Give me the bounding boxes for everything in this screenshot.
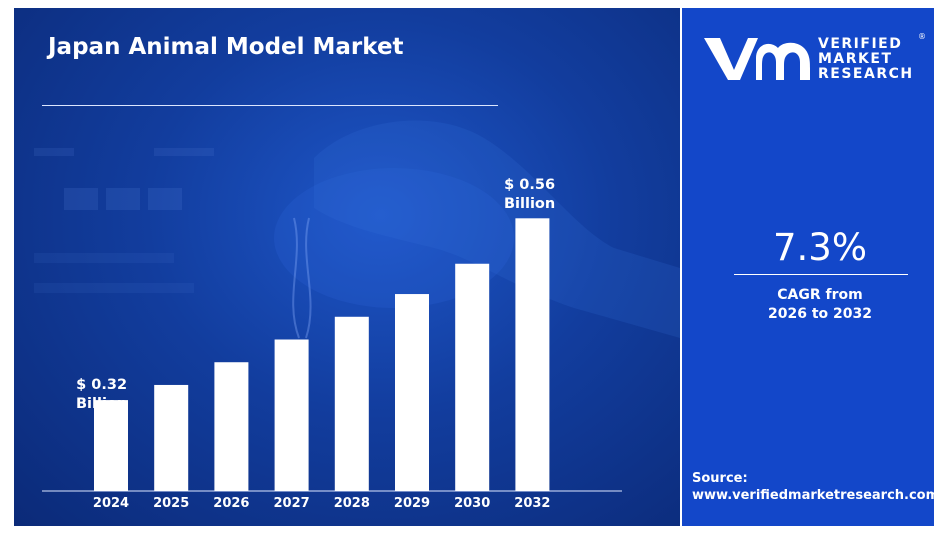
bar-2025 (154, 384, 189, 491)
x-tick-label-2027: 2027 (274, 496, 310, 511)
summary-panel: VERIFIED MARKET RESEARCH ® 7.3% CAGR fro… (682, 8, 934, 526)
x-tick-label-2024: 2024 (93, 496, 129, 511)
brand-name: VERIFIED MARKET RESEARCH (818, 37, 914, 82)
x-tick-label-2032: 2032 (514, 496, 550, 511)
cagr-divider (734, 274, 908, 275)
x-tick-label-2025: 2025 (153, 496, 189, 511)
bar-2026 (214, 362, 249, 491)
bar-2028 (334, 316, 369, 491)
infographic-frame: Japan Animal Model Market 2024 2025 2026 20… (14, 8, 934, 526)
last-value-unit: Billion (504, 196, 556, 212)
title-divider (42, 105, 498, 106)
brand-line-market: MARKET (818, 51, 893, 67)
cagr-label: CAGR from 2026 to 2032 (722, 286, 918, 324)
cagr-label-line2: 2026 to 2032 (768, 306, 872, 322)
first-value-amount: $ 0.32 (76, 377, 128, 393)
bar-2030 (455, 263, 490, 491)
source-label: Source: (692, 471, 748, 486)
first-value-unit: Billion (76, 396, 128, 412)
brand-line-research: RESEARCH (818, 66, 914, 82)
chart-panel: Japan Animal Model Market 2024 2025 2026 20… (14, 8, 680, 526)
bar-2029 (395, 294, 429, 491)
registered-mark: ® (918, 32, 926, 41)
cagr-value: 7.3% (773, 226, 867, 269)
last-value-amount: $ 0.56 (504, 177, 556, 193)
chart-title: Japan Animal Model Market (48, 34, 404, 60)
source-url[interactable]: www.verifiedmarketresearch.com (692, 488, 934, 503)
bar-2032 (515, 218, 550, 492)
cagr-label-line1: CAGR from (777, 287, 863, 303)
bar-2024 (94, 400, 128, 491)
first-value-callout: $ 0.32 Billion (76, 376, 127, 414)
vmr-logo-icon (704, 38, 810, 80)
x-tick-label-2028: 2028 (334, 496, 370, 511)
bar-2027 (274, 339, 309, 491)
x-tick-label-2030: 2030 (454, 496, 490, 511)
bar-chart: 2024 2025 2026 2027 2028 2029 2030 2032 (42, 218, 622, 511)
x-tick-label-2029: 2029 (394, 496, 430, 511)
brand-line-verified: VERIFIED (818, 36, 903, 52)
x-tick-label-2026: 2026 (213, 496, 249, 511)
last-value-callout: $ 0.56 Billion (504, 176, 555, 214)
